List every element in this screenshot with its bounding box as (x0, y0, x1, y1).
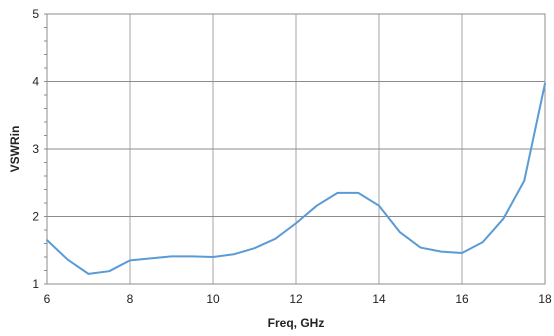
y-tick-label: 2 (32, 210, 39, 224)
y-tick-label: 3 (32, 142, 39, 156)
x-tick-label: 16 (455, 292, 469, 306)
y-tick-label: 1 (32, 277, 39, 291)
x-tick-label: 10 (206, 292, 220, 306)
y-tick-label: 5 (32, 7, 39, 21)
x-tick-label: 18 (538, 292, 552, 306)
x-tick-labels: 6 8 10 12 14 16 18 (44, 292, 552, 306)
vswr-series-line (46, 82, 546, 275)
x-tick-label: 12 (289, 292, 303, 306)
grid-lines (47, 14, 545, 284)
x-tick-label: 6 (44, 292, 51, 306)
series-group (46, 82, 546, 275)
x-tick-label: 8 (127, 292, 134, 306)
x-tick-label: 14 (372, 292, 386, 306)
y-axis-title: VSWRin (8, 126, 22, 173)
y-tick-label: 4 (32, 75, 39, 89)
y-tick-labels: 1 2 3 4 5 (32, 7, 39, 291)
y-minor-ticks (44, 13, 47, 285)
x-axis-title: Freq, GHz (268, 316, 325, 330)
